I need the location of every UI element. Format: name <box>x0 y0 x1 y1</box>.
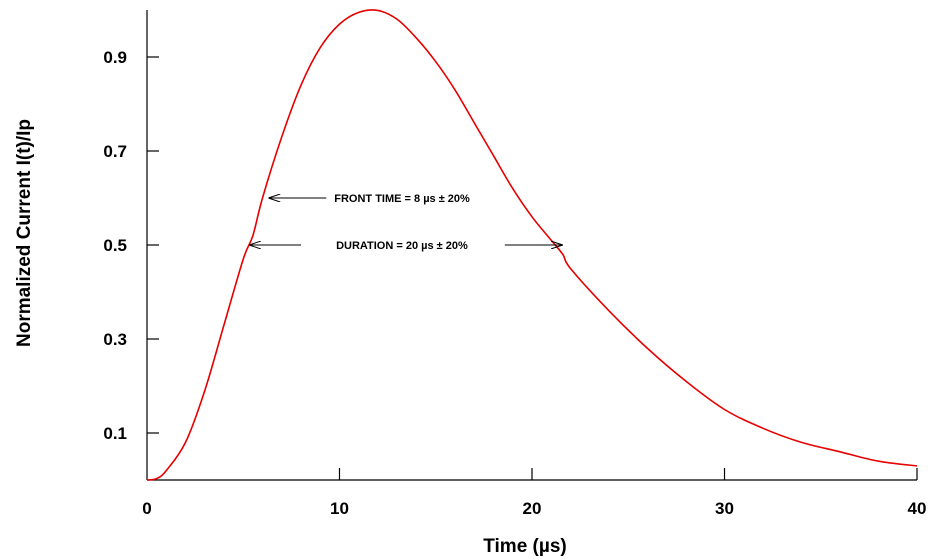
x-tick-label: 40 <box>908 499 927 518</box>
duration-annotation: DURATION = 20 µs ± 20% <box>336 240 468 252</box>
x-tick-label: 20 <box>523 499 542 518</box>
y-ticks: 0.1 0.3 0.5 0.7 0.9 <box>103 48 159 443</box>
y-tick-label: 0.5 <box>103 236 127 255</box>
x-ticks: 0 10 20 30 40 <box>142 468 926 518</box>
x-tick-label: 10 <box>330 499 349 518</box>
front-time-annotation: FRONT TIME = 8 µs ± 20% <box>334 193 470 205</box>
y-tick-label: 0.1 <box>103 424 127 443</box>
y-axis-title: Normalized Current I(t)/Ip <box>14 119 35 347</box>
waveform-series-line <box>146 9 918 481</box>
y-tick-label: 0.3 <box>103 330 127 349</box>
y-tick-label: 0.7 <box>103 142 127 161</box>
y-tick-label: 0.9 <box>103 48 127 67</box>
x-tick-label: 0 <box>142 499 151 518</box>
annotations: FRONT TIME = 8 µs ± 20% DURATION = 20 µs… <box>250 193 562 252</box>
x-tick-label: 30 <box>715 499 734 518</box>
x-axis-title: Time (µs) <box>483 536 566 557</box>
